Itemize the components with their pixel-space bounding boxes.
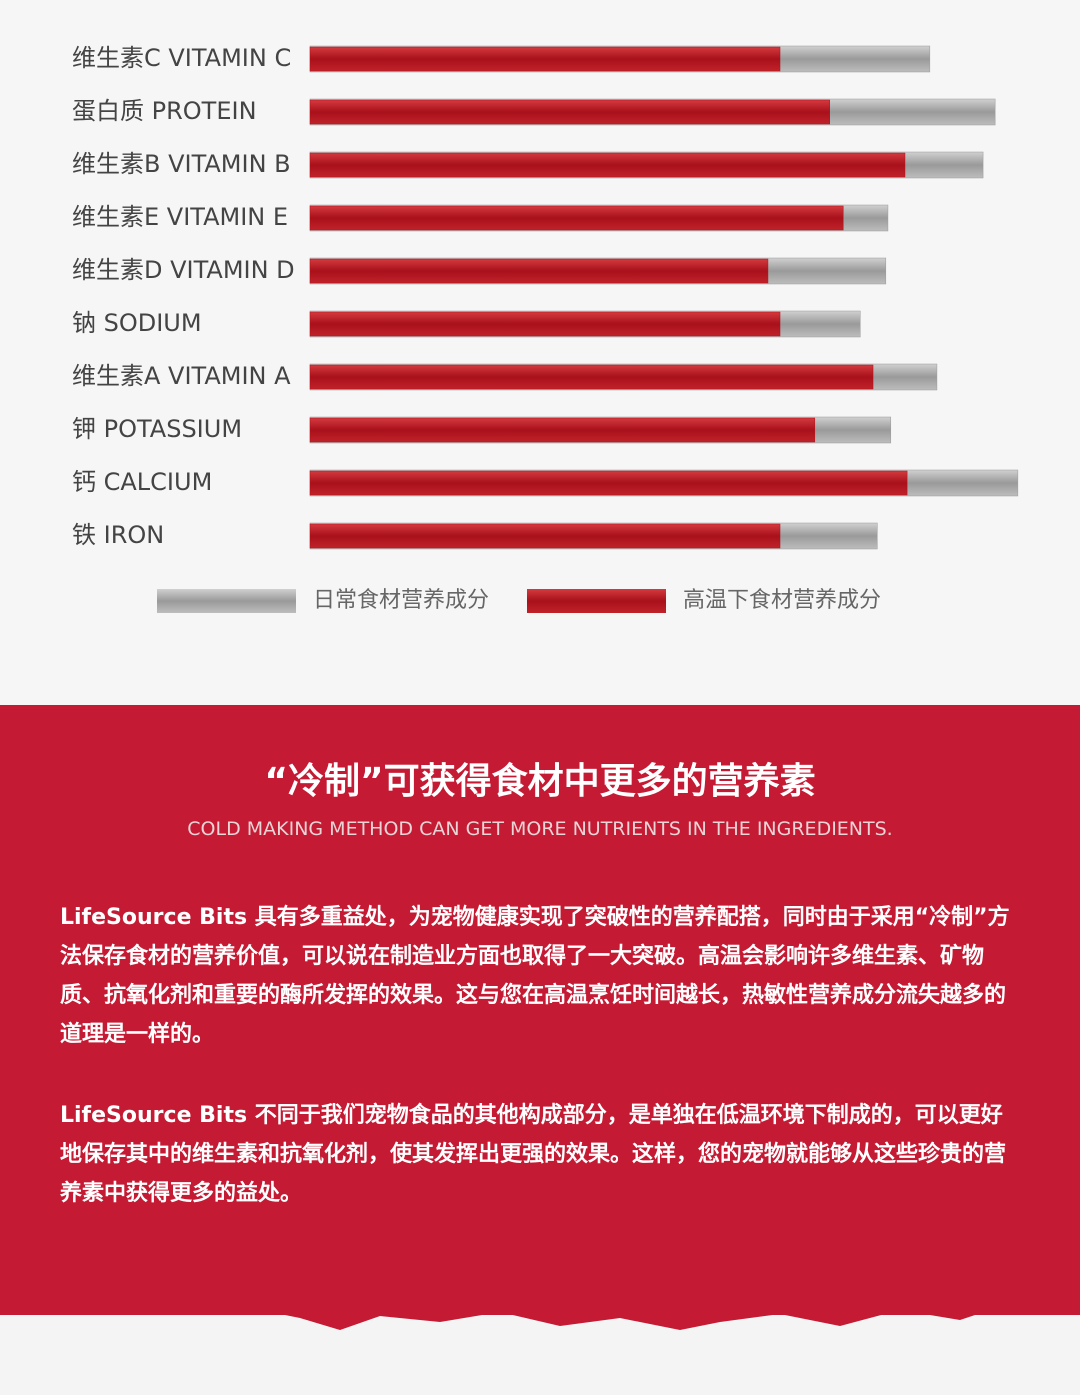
- category-label: 维生素A VITAMIN A: [72, 362, 291, 390]
- category-label: 维生素E VITAMIN E: [72, 203, 288, 231]
- category-label: 钠 SODIUM: [72, 309, 202, 337]
- plot: 维生素C VITAMIN C 蛋白质 PROTEIN 维生素B VITAMIN B 维…: [72, 44, 1019, 613]
- legend-swatch: [527, 589, 666, 613]
- section-title: “冷制”可获得食材中更多的营养素: [264, 761, 816, 802]
- section-subtitle: COLD MAKING METHOD CAN GET MORE NUTRIENT…: [187, 818, 893, 840]
- category-label: 钾 POTASSIUM: [72, 415, 242, 443]
- category-label: 维生素D VITAMIN D: [72, 256, 295, 284]
- legend-label: 高温下食材营养成分: [683, 588, 881, 613]
- bar: [309, 99, 830, 125]
- paragraph: LifeSource Bits 具有多重益处，为宠物健康实现了突破性的营养配搭，…: [60, 905, 1010, 1047]
- bar: [309, 311, 781, 337]
- bar: [309, 470, 908, 496]
- torn-edge: [0, 1290, 1080, 1330]
- category-label: 维生素B VITAMIN B: [72, 150, 291, 178]
- bar: [309, 523, 781, 549]
- paragraph: LifeSource Bits 不同于我们宠物食品的其他构成部分，是单独在低温环…: [60, 1103, 1007, 1206]
- red-band: [0, 705, 1080, 1315]
- bar: [309, 205, 844, 231]
- bar: [309, 152, 906, 178]
- category-label: 蛋白质 PROTEIN: [72, 97, 257, 125]
- category-label: 维生素C VITAMIN C: [72, 44, 291, 72]
- bar: [309, 417, 816, 443]
- category-label: 钙 CALCIUM: [72, 468, 212, 496]
- bar: [309, 364, 874, 390]
- bar: [309, 46, 781, 72]
- category-label: 铁 IRON: [72, 521, 164, 549]
- legend-swatch: [157, 589, 296, 613]
- bar: [309, 258, 769, 284]
- legend-label: 日常食材营养成分: [313, 588, 489, 613]
